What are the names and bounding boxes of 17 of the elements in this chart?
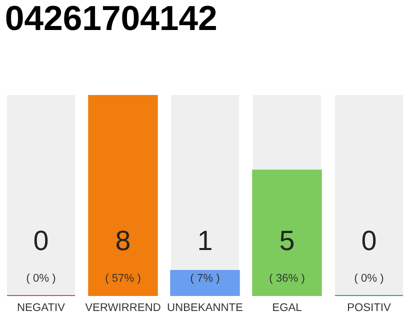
x-tick-label: UNBEKANNTE: [168, 303, 242, 312]
chart-title: 04261704142: [6, 6, 216, 30]
annotation: ( 57% ): [106, 274, 140, 284]
data-label: 0: [362, 230, 376, 250]
data-label: 5: [280, 230, 294, 250]
data-label: 8: [116, 230, 130, 250]
x-tick-label: POSITIV: [348, 303, 391, 312]
data-label: 1: [199, 230, 212, 250]
x-tick-label: EGAL: [273, 303, 302, 312]
x-tick-label: VERWIRREND: [85, 303, 160, 311]
annotation: ( 0% ): [354, 274, 384, 284]
annotation: ( 36% ): [270, 274, 304, 284]
annotation: ( 7% ): [190, 274, 220, 284]
x-tick-label: NEGATIV: [18, 303, 65, 312]
bar: [170, 270, 240, 296]
data-label: 0: [34, 230, 48, 250]
annotation: ( 0% ): [26, 274, 56, 284]
